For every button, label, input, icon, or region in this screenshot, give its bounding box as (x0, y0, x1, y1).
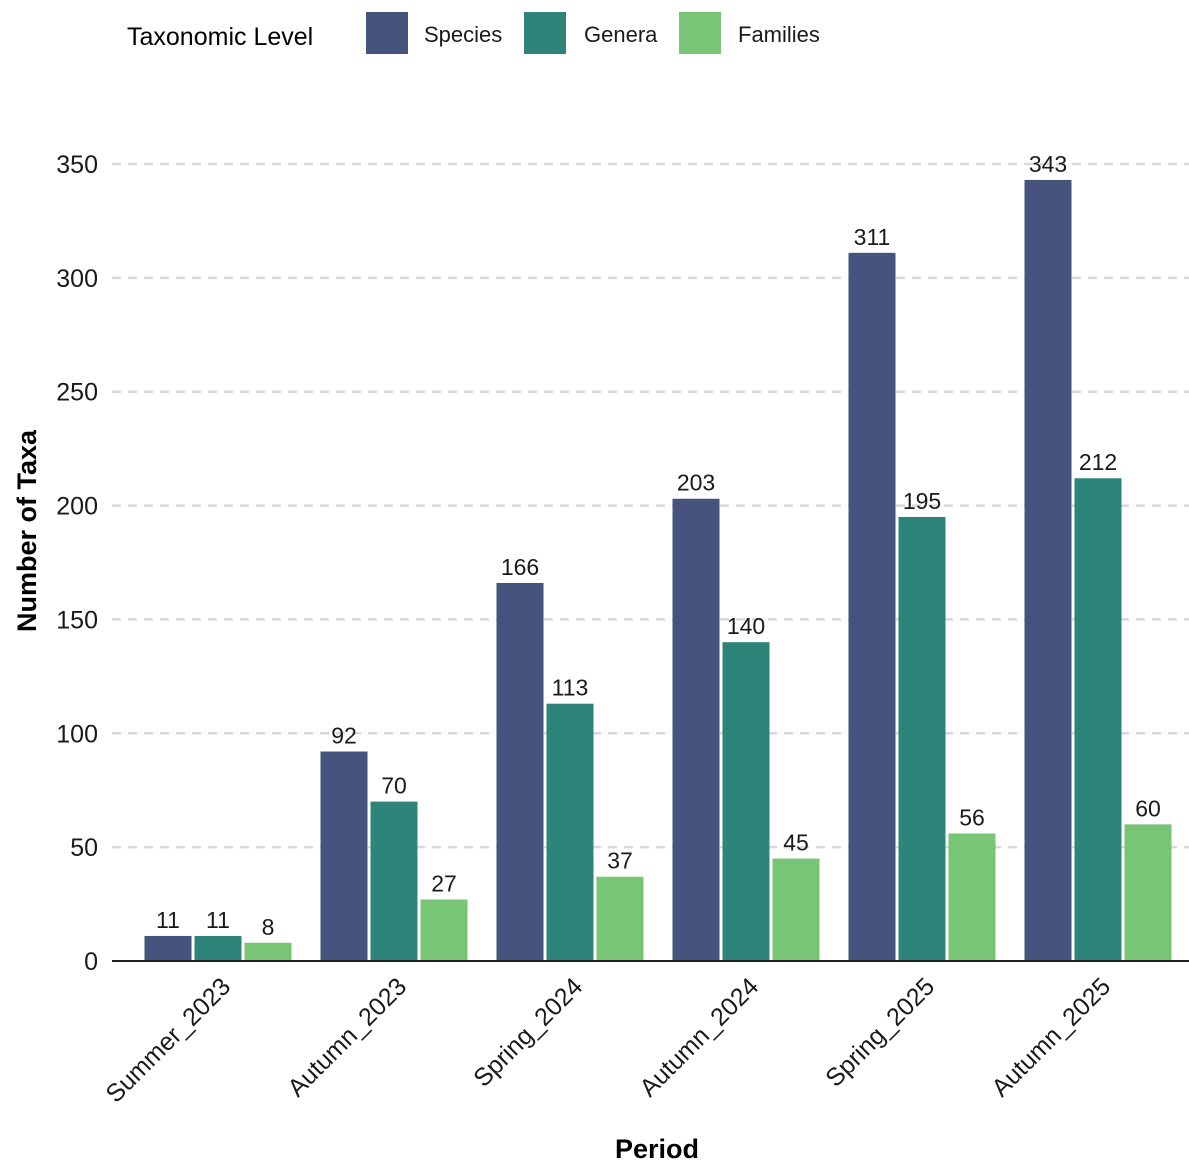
legend: Taxonomic Level Species Genera Families (127, 12, 820, 54)
data-label: 37 (607, 848, 633, 874)
data-label: 92 (331, 723, 357, 749)
data-label: 113 (552, 675, 589, 701)
x-tick-label: Autumn_2024 (634, 972, 764, 1102)
x-tick-label: Summer_2023 (100, 972, 236, 1108)
data-label: 56 (959, 804, 985, 830)
bar-species-summer_2023 (144, 935, 192, 961)
data-label: 212 (1079, 449, 1117, 475)
bar-families-autumn_2024 (772, 858, 820, 961)
bar-genera-spring_2025 (898, 516, 946, 961)
bar-genera-autumn_2023 (370, 801, 418, 961)
data-label: 195 (903, 488, 941, 514)
legend-swatch-genera (524, 12, 566, 54)
bar-species-autumn_2023 (320, 751, 368, 961)
data-label: 343 (1029, 151, 1067, 177)
bar-genera-autumn_2024 (722, 642, 770, 961)
y-tick-label: 350 (56, 151, 98, 179)
bar-families-spring_2025 (948, 833, 996, 961)
x-tick-label: Autumn_2025 (986, 972, 1116, 1102)
legend-entries: Species Genera Families (366, 12, 820, 54)
bar-families-spring_2024 (596, 876, 644, 961)
gridlines (112, 162, 1189, 849)
legend-label-species: Species (424, 22, 502, 47)
data-label: 166 (501, 554, 539, 580)
legend-title: Taxonomic Level (127, 23, 313, 51)
x-tick-label: Spring_2024 (468, 972, 588, 1092)
legend-swatch-species (366, 12, 408, 54)
data-label: 45 (783, 830, 809, 856)
x-tick-label: Spring_2025 (820, 972, 940, 1092)
x-axis-title: Period (615, 1134, 699, 1162)
bar-genera-spring_2024 (546, 703, 594, 961)
data-label: 8 (262, 914, 275, 940)
data-label: 11 (206, 907, 230, 933)
data-label: 11 (156, 907, 180, 933)
data-label: 311 (854, 224, 891, 250)
legend-label-genera: Genera (584, 22, 658, 47)
bar-genera-autumn_2025 (1074, 478, 1122, 961)
bar-species-autumn_2024 (672, 498, 720, 961)
data-label: 203 (677, 470, 715, 496)
y-tick-label: 50 (70, 834, 98, 862)
y-tick-label: 200 (56, 493, 98, 521)
y-axis-title: Number of Taxa (12, 429, 42, 632)
legend-swatch-families (679, 12, 721, 54)
bar-families-autumn_2023 (420, 899, 468, 961)
x-tick-labels: Summer_2023 Autumn_2023 Spring_2024 Autumn_… (100, 972, 1116, 1108)
data-label: 60 (1135, 795, 1161, 821)
data-label: 27 (431, 871, 457, 897)
bar-species-spring_2024 (496, 582, 544, 961)
legend-label-families: Families (738, 22, 820, 47)
y-tick-label: 250 (56, 379, 98, 407)
y-tick-label: 0 (84, 948, 98, 976)
bar-families-summer_2023 (244, 942, 292, 961)
bar-families-autumn_2025 (1124, 824, 1172, 961)
x-tick-label: Autumn_2023 (282, 972, 412, 1102)
bar-genera-summer_2023 (194, 935, 242, 961)
y-tick-label: 300 (56, 265, 98, 293)
data-label: 70 (381, 773, 407, 799)
y-tick-label: 150 (56, 606, 98, 634)
data-labels: 11 11 8 92 70 27 166 113 37 203 140 45 311 195 56 343 21… (156, 151, 1161, 940)
y-tick-labels: 0 50 100 150 200 250 300 350 (56, 151, 98, 976)
bars (144, 179, 1172, 961)
bar-species-autumn_2025 (1024, 179, 1072, 961)
y-tick-label: 100 (56, 720, 98, 748)
data-label: 140 (727, 613, 765, 639)
bar-species-spring_2025 (848, 252, 896, 961)
